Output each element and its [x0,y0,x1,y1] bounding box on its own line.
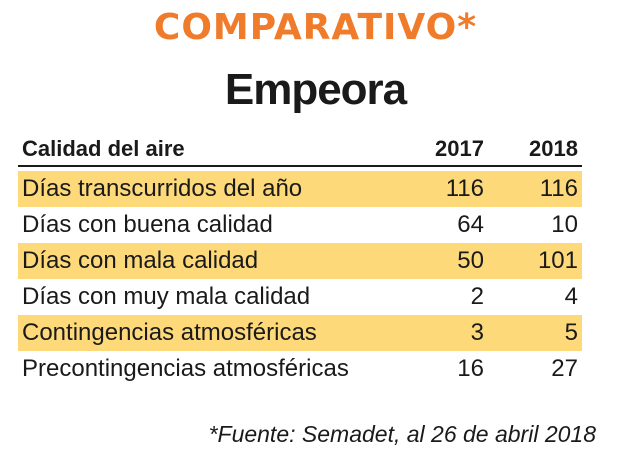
table-row: Días con mala calidad 50 101 [18,243,582,279]
row-label: Días con mala calidad [22,247,259,274]
table-row: Días con buena calidad 64 10 [18,207,582,243]
source-note: *Fuente: Semadet, al 26 de abril 2018 [208,421,596,447]
row-value-2017: 116 [445,175,484,202]
page-title: COMPARATIVO* [153,7,478,48]
row-value-2017: 50 [457,247,484,274]
row-label: Días con buena calidad [22,211,273,238]
column-header-label: Calidad del aire [22,136,185,161]
row-value-2017: 16 [457,355,484,382]
row-value-2017: 64 [457,211,484,238]
row-value-2018: 10 [551,211,578,238]
row-label: Precontingencias atmosféricas [22,355,349,382]
table-row: Precontingencias atmosféricas 16 27 [18,351,582,387]
row-value-2018: 5 [564,319,578,346]
row-value-2018: 27 [551,355,578,382]
row-value-2018: 101 [537,247,578,274]
table-header-row: Calidad del aire 2017 2018 [18,133,582,167]
row-label: Días con muy mala calidad [22,283,311,310]
column-header-2017: 2017 [435,136,484,161]
air-quality-table: Calidad del aire 2017 2018 Días transcur… [18,133,582,387]
page-subtitle: Empeora [224,65,407,114]
row-label: Días transcurridos del año [22,175,303,202]
row-value-2018: 4 [564,283,578,310]
row-value-2018: 116 [539,175,578,202]
table-row: Contingencias atmosféricas 3 5 [18,315,582,351]
row-value-2017: 3 [470,319,484,346]
row-value-2017: 2 [470,283,484,310]
table-row: Días con muy mala calidad 2 4 [18,279,582,315]
table-row: Días transcurridos del año 116 116 [18,171,582,207]
column-header-2018: 2018 [529,136,578,161]
row-label: Contingencias atmosféricas [22,319,317,346]
